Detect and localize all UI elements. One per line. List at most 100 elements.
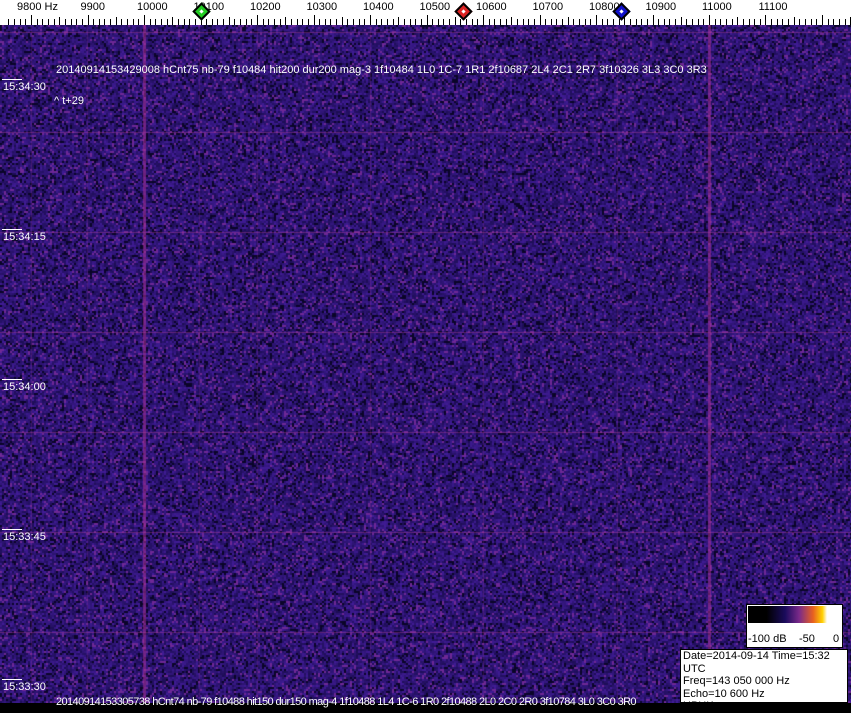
axis-tick (246, 19, 247, 25)
axis-tick (765, 15, 766, 25)
frequency-marker-icon[interactable] (454, 2, 473, 21)
axis-tick (579, 19, 580, 25)
axis-tick (669, 19, 670, 25)
axis-tick (110, 19, 111, 25)
axis-tick (404, 19, 405, 25)
axis-tick (398, 17, 399, 25)
color-gradient (748, 606, 841, 623)
axis-tick (144, 15, 145, 25)
axis-tick (71, 19, 72, 25)
axis-tick (432, 19, 433, 25)
axis-tick (257, 15, 258, 25)
axis-tick (42, 19, 43, 25)
legend-label: -100 dB (748, 633, 787, 645)
axis-tick (653, 15, 654, 25)
axis-tick (291, 19, 292, 25)
axis-tick (438, 19, 439, 25)
axis-tick (811, 19, 812, 25)
axis-tick (805, 19, 806, 25)
frequency-label: 9800 Hz (17, 1, 58, 13)
axis-tick (302, 19, 303, 25)
time-marker (2, 79, 22, 80)
axis-tick (59, 17, 60, 25)
axis-tick (99, 19, 100, 25)
axis-tick (138, 19, 139, 25)
frequency-label: 10400 (363, 1, 394, 13)
axis-tick (460, 19, 461, 25)
axis-tick (308, 19, 309, 25)
axis-tick (788, 19, 789, 25)
axis-tick (833, 19, 834, 25)
axis-tick (376, 19, 377, 25)
axis-tick (234, 19, 235, 25)
axis-tick (760, 19, 761, 25)
axis-tick (466, 19, 467, 25)
axis-tick (263, 19, 264, 25)
axis-tick (619, 19, 620, 25)
time-label: 15:34:00 (3, 381, 46, 393)
axis-tick (330, 19, 331, 25)
frequency-label: 10000 (137, 1, 168, 13)
axis-tick (624, 17, 625, 25)
axis-tick (240, 19, 241, 25)
axis-tick (150, 19, 151, 25)
time-marker (2, 229, 22, 230)
axis-tick (427, 15, 428, 25)
axis-tick (540, 15, 541, 25)
axis-tick (229, 17, 230, 25)
detection-info: 20140914153429008 hCnt75 nb-79 f10484 hi… (56, 64, 707, 76)
axis-tick (8, 19, 9, 25)
time-marker (2, 679, 22, 680)
axis-tick (754, 19, 755, 25)
axis-tick (410, 19, 411, 25)
axis-tick (551, 19, 552, 25)
axis-tick (799, 19, 800, 25)
axis-tick (297, 19, 298, 25)
axis-tick (212, 19, 213, 25)
axis-tick (709, 15, 710, 25)
axis-tick (133, 19, 134, 25)
axis-tick (596, 15, 597, 25)
axis-tick (172, 17, 173, 25)
time-marker (2, 379, 22, 380)
axis-tick (121, 19, 122, 25)
axis-tick (54, 19, 55, 25)
axis-tick (845, 19, 846, 25)
axis-tick (31, 15, 32, 25)
axis-tick (749, 19, 750, 25)
axis-tick (20, 19, 21, 25)
axis-tick (364, 19, 365, 25)
date-time: Date=2014-09-14 Time=15:32 UTC (683, 650, 830, 675)
axis-tick (472, 19, 473, 25)
frequency: Freq=143 050 000 Hz (683, 675, 790, 687)
axis-tick (195, 19, 196, 25)
frequency-label: 10600 (476, 1, 507, 13)
axis-tick (314, 15, 315, 25)
time-label: 15:34:15 (3, 231, 46, 243)
axis-tick (37, 19, 38, 25)
station: HPHK (683, 700, 714, 712)
axis-tick (274, 19, 275, 25)
axis-tick (732, 19, 733, 25)
axis-tick (703, 19, 704, 25)
axis-tick (353, 19, 354, 25)
time-marker (2, 529, 22, 530)
axis-tick (336, 19, 337, 25)
axis-tick (217, 19, 218, 25)
axis-tick (155, 19, 156, 25)
time-label: 15:33:30 (3, 681, 46, 693)
axis-tick (534, 19, 535, 25)
axis-tick (562, 19, 563, 25)
axis-tick (506, 19, 507, 25)
frequency-axis: 9800 Hz 9900 10000 10100 10200 10300 10400 1050… (0, 0, 851, 25)
axis-tick (517, 19, 518, 25)
axis-tick (280, 19, 281, 25)
frequency-label: 10200 (250, 1, 281, 13)
axis-tick (93, 19, 94, 25)
axis-tick (443, 19, 444, 25)
axis-tick (568, 17, 569, 25)
axis-tick (489, 19, 490, 25)
axis-tick (347, 19, 348, 25)
axis-tick (636, 19, 637, 25)
info-panel: Date=2014-09-14 Time=15:32 UTC Freq=143 … (680, 649, 848, 712)
